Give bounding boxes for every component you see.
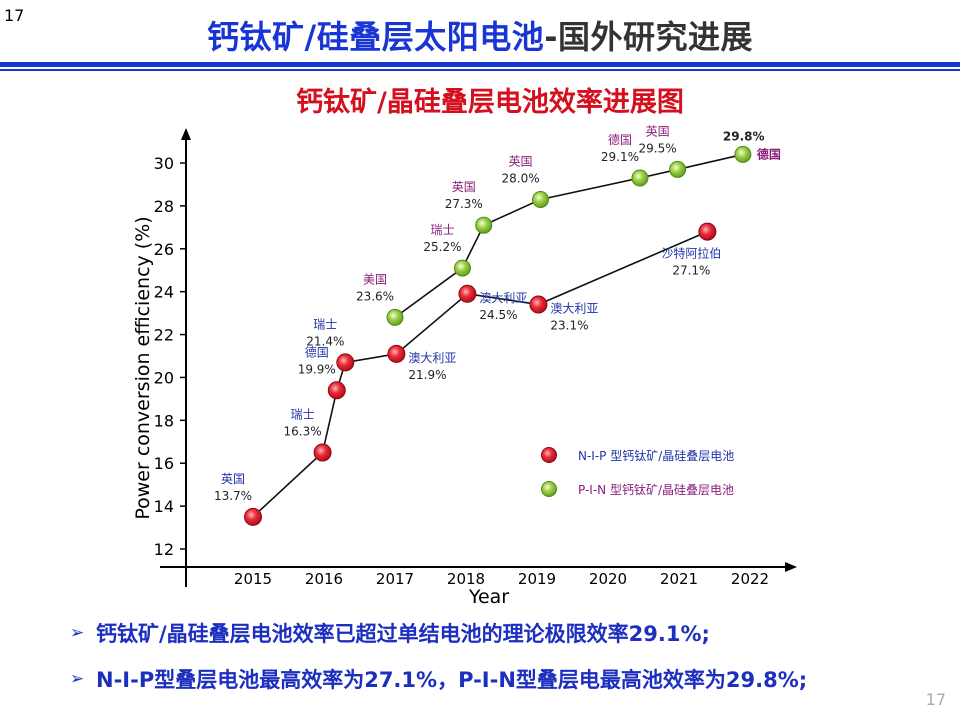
- y-tick-label: 28: [154, 197, 174, 216]
- data-country-label: 瑞士: [291, 408, 315, 422]
- y-tick-label: 26: [154, 240, 174, 259]
- data-value-label: 16.3%: [284, 425, 322, 439]
- x-tick-label: 2018: [447, 570, 485, 588]
- footer-slide-number: 17: [925, 690, 946, 709]
- data-point: [327, 381, 346, 400]
- data-value-label: 28.0%: [501, 171, 539, 185]
- data-value-label: 23.6%: [356, 289, 394, 303]
- x-axis-arrow-icon: [785, 562, 797, 572]
- data-value-label: 27.3%: [445, 197, 483, 211]
- data-value-label: 24.5%: [479, 308, 517, 322]
- data-point: [313, 443, 332, 462]
- y-tick-label: 30: [154, 154, 174, 173]
- y-tick-label: 14: [154, 497, 174, 516]
- bullet-list: ➢ 钙钛矿/晶硅叠层电池效率已超过单结电池的理论极限效率29.1%; ➢ N-I…: [70, 616, 930, 708]
- legend-marker: [541, 447, 557, 463]
- data-value-label: 29.8%: [723, 129, 765, 143]
- data-point: [631, 169, 649, 187]
- data-value-label: 29.1%: [601, 150, 639, 164]
- data-country-label: 德国: [305, 344, 329, 359]
- data-point: [529, 295, 548, 314]
- data-country-label: 澳大利亚: [479, 291, 527, 305]
- slide-number: 17: [4, 6, 25, 25]
- efficiency-chart: 钙钛矿/晶硅叠层电池效率进展图 121416182022242628302015…: [132, 86, 797, 608]
- data-point: [453, 259, 471, 277]
- data-point: [244, 507, 262, 526]
- data-point: [669, 160, 687, 178]
- data-value-label: 25.2%: [423, 240, 461, 254]
- data-country-label: 瑞士: [313, 317, 337, 331]
- y-tick-label: 18: [154, 411, 174, 430]
- data-country-label: 英国: [509, 154, 533, 168]
- data-value-label: 27.1%: [672, 264, 710, 278]
- y-axis-label: Power conversion efficiency (%): [132, 216, 154, 519]
- data-country-label: 德国: [608, 132, 632, 147]
- x-tick-label: 2021: [660, 570, 698, 588]
- data-country-label: 美国: [363, 272, 387, 286]
- y-tick-label: 12: [154, 540, 174, 559]
- data-country-label: 沙特阿拉伯: [661, 246, 721, 261]
- data-value-label: 23.1%: [550, 319, 588, 333]
- data-point: [532, 190, 550, 208]
- y-tick-label: 22: [154, 326, 174, 345]
- x-tick-label: 2017: [376, 570, 414, 588]
- data-country-label: 德国: [757, 146, 781, 161]
- data-point: [387, 344, 406, 363]
- data-value-label: 29.5%: [639, 141, 677, 155]
- data-value-label: 19.9%: [298, 362, 336, 376]
- bullet-text: N-I-P型叠层电池最高效率为27.1%，P-I-N型叠层电最高池效率为29.8…: [96, 668, 808, 692]
- data-country-label: 澳大利亚: [550, 302, 598, 316]
- data-country-label: 英国: [452, 180, 476, 194]
- slide-title: 钙钛矿/硅叠层太阳电池-国外研究进展: [0, 12, 960, 58]
- x-tick-label: 2016: [305, 570, 343, 588]
- title-divider-thin: [0, 69, 960, 71]
- x-tick-label: 2019: [518, 570, 556, 588]
- legend-marker: [541, 481, 557, 497]
- data-point: [698, 222, 717, 241]
- data-point: [458, 284, 477, 303]
- bullet-arrow-icon: ➢: [70, 623, 85, 643]
- y-tick-label: 20: [154, 368, 174, 387]
- data-point: [475, 216, 493, 234]
- data-country-label: 澳大利亚: [408, 351, 456, 365]
- bullet-text: 钙钛矿/晶硅叠层电池效率已超过单结电池的理论极限效率29.1%;: [96, 622, 710, 646]
- x-axis-label: Year: [468, 586, 509, 608]
- bullet-item: ➢ N-I-P型叠层电池最高效率为27.1%，P-I-N型叠层电最高池效率为29…: [70, 662, 930, 696]
- series-line: [252, 230, 708, 518]
- x-tick-label: 2020: [589, 570, 627, 588]
- data-country-label: 瑞士: [430, 223, 454, 237]
- x-tick-label: 2022: [731, 570, 769, 588]
- data-value-label: 13.7%: [214, 489, 252, 503]
- slide-title-main: 钙钛矿/硅叠层太阳电池: [207, 18, 545, 56]
- data-value-label: 21.9%: [408, 368, 446, 382]
- legend-label: N-I-P 型钙钛矿/晶硅叠层电池: [578, 448, 734, 463]
- bullet-arrow-icon: ➢: [70, 669, 85, 689]
- x-tick-label: 2015: [234, 570, 272, 588]
- y-tick-label: 24: [154, 283, 174, 302]
- title-divider: [0, 62, 960, 67]
- data-country-label: 英国: [221, 472, 245, 486]
- slide-title-suffix: -国外研究进展: [544, 18, 753, 56]
- chart-title: 钙钛矿/晶硅叠层电池效率进展图: [296, 86, 684, 118]
- bullet-item: ➢ 钙钛矿/晶硅叠层电池效率已超过单结电池的理论极限效率29.1%;: [70, 616, 930, 650]
- data-point: [386, 308, 404, 326]
- data-point: [336, 353, 355, 372]
- data-point: [734, 145, 752, 163]
- y-axis-arrow-icon: [181, 128, 191, 140]
- data-value-label: 21.4%: [306, 334, 344, 348]
- data-country-label: 英国: [646, 124, 670, 138]
- legend-label: P-I-N 型钙钛矿/晶硅叠层电池: [578, 482, 734, 497]
- y-tick-label: 16: [154, 454, 174, 473]
